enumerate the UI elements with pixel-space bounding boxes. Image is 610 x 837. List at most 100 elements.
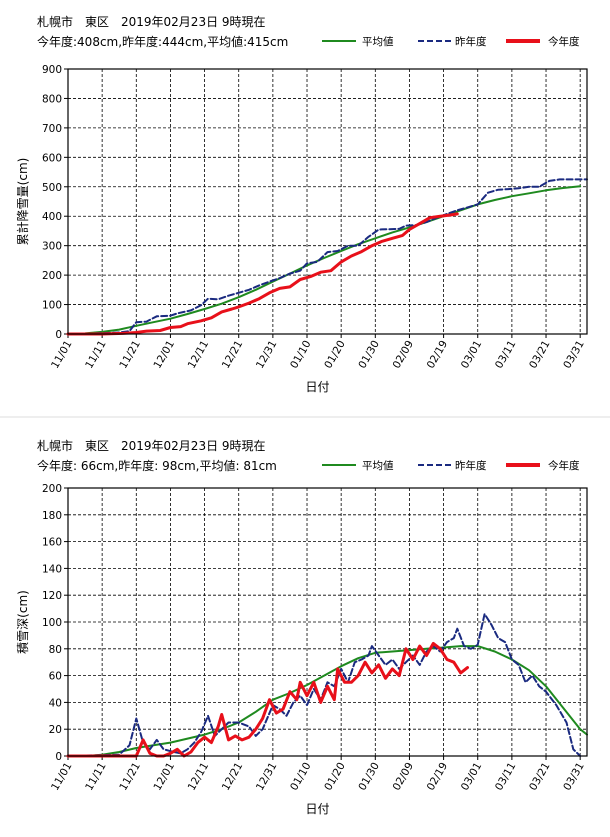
plot-frame xyxy=(67,68,588,335)
x-tick-label: 01/10 xyxy=(288,339,314,371)
grid xyxy=(68,69,587,334)
x-tick-label: 01/20 xyxy=(322,761,348,793)
y-tick-label: 0 xyxy=(55,751,62,763)
y-tick-label: 500 xyxy=(42,182,62,194)
x-tick-label: 12/11 xyxy=(186,339,212,371)
x-tick-label: 11/21 xyxy=(117,339,143,371)
y-tick-label: 600 xyxy=(42,152,62,164)
x-tick: 02/19 xyxy=(425,761,451,793)
x-tick: 12/31 xyxy=(254,761,280,793)
x-tick: 01/10 xyxy=(288,761,314,793)
y-tick-label: 900 xyxy=(42,64,62,76)
cumulative-snowfall-chart: 札幌市 東区 2019年02月23日 9時現在今年度:408cm,昨年度:444… xyxy=(0,14,610,418)
x-tick-label: 11/01 xyxy=(49,761,75,793)
chart-subtitle: 今年度:408cm,昨年度:444cm,平均値:415cm xyxy=(37,34,288,49)
x-tick-label: 12/01 xyxy=(152,761,178,793)
x-tick: 02/19 xyxy=(425,339,451,371)
x-tick-label: 03/31 xyxy=(561,761,587,793)
chart-title: 札幌市 東区 2019年02月23日 9時現在 xyxy=(37,438,266,453)
x-tick: 12/11 xyxy=(186,339,212,371)
x-tick-label: 03/01 xyxy=(459,761,485,793)
series-line-0 xyxy=(67,645,588,757)
x-tick-label: 03/31 xyxy=(561,339,587,371)
legend-label: 今年度 xyxy=(548,35,580,48)
x-tick: 03/01 xyxy=(459,761,485,793)
x-tick-label: 03/01 xyxy=(459,339,485,371)
x-tick-label: 12/01 xyxy=(152,339,178,371)
y-tick-label: 40 xyxy=(49,697,62,709)
x-tick: 01/20 xyxy=(322,339,348,371)
series-line-2 xyxy=(66,641,469,758)
y-axis-title: 累計降雪量(cm) xyxy=(15,158,30,246)
x-tick-label: 02/09 xyxy=(391,761,417,793)
legend: 平均値 昨年度 今年度 xyxy=(322,35,580,48)
y-axis-label: 累計降雪量(cm) xyxy=(15,158,30,246)
x-tick: 11/01 xyxy=(49,339,75,371)
x-tick: 11/01 xyxy=(49,761,75,793)
x-tick: 12/01 xyxy=(152,761,178,793)
chart-subtitle: 今年度: 66cm,昨年度: 98cm,平均値: 81cm xyxy=(37,458,277,473)
x-tick-label: 02/09 xyxy=(391,339,417,371)
x-tick: 11/11 xyxy=(83,339,109,371)
x-tick-label: 12/21 xyxy=(220,761,246,793)
x-tick: 11/21 xyxy=(117,339,143,371)
x-axis-label: 日付 xyxy=(305,802,329,816)
y-tick-label: 180 xyxy=(42,510,62,522)
y-tick-label: 0 xyxy=(55,329,62,341)
x-tick-label: 11/11 xyxy=(83,339,109,371)
y-tick-label: 20 xyxy=(49,724,62,736)
plot-frame xyxy=(67,487,588,757)
x-tick-label: 01/30 xyxy=(356,761,382,793)
x-tick-label: 03/21 xyxy=(527,761,553,793)
x-axis-label: 日付 xyxy=(305,380,329,394)
x-tick-label: 12/31 xyxy=(254,761,280,793)
x-tick: 12/01 xyxy=(152,339,178,371)
x-tick: 02/09 xyxy=(391,761,417,793)
series-line-2 xyxy=(66,212,459,336)
plot-area xyxy=(68,69,587,334)
x-tick: 02/09 xyxy=(391,339,417,371)
y-tick-label: 300 xyxy=(42,241,62,253)
y-tick-label: 140 xyxy=(42,563,62,575)
x-tick: 12/21 xyxy=(220,761,246,793)
x-tick-label: 11/21 xyxy=(117,761,143,793)
y-tick-label: 400 xyxy=(42,211,62,223)
x-tick: 12/31 xyxy=(254,339,280,371)
chart-title: 札幌市 東区 2019年02月23日 9時現在 xyxy=(37,14,266,29)
x-tick-label: 11/11 xyxy=(83,761,109,793)
legend-label: 昨年度 xyxy=(455,35,487,48)
y-tick-label: 700 xyxy=(42,123,62,135)
grid xyxy=(68,488,587,756)
legend-label: 今年度 xyxy=(548,459,580,472)
legend-label: 平均値 xyxy=(362,35,394,48)
y-tick-label: 800 xyxy=(42,93,62,105)
x-tick: 01/30 xyxy=(356,761,382,793)
legend-label: 昨年度 xyxy=(455,459,487,472)
y-tick-label: 100 xyxy=(42,617,62,629)
x-tick-label: 11/01 xyxy=(49,339,75,371)
series-line-1 xyxy=(67,178,588,335)
x-tick: 03/31 xyxy=(561,339,587,371)
y-tick-label: 200 xyxy=(42,270,62,282)
y-tick-label: 120 xyxy=(42,590,62,602)
x-tick-label: 02/19 xyxy=(425,761,451,793)
x-tick: 01/30 xyxy=(356,339,382,371)
x-tick: 11/11 xyxy=(83,761,109,793)
x-tick: 01/10 xyxy=(288,339,314,371)
x-tick-label: 01/30 xyxy=(356,339,382,371)
x-tick: 03/21 xyxy=(527,339,553,371)
series-line-1 xyxy=(67,613,582,757)
x-tick-label: 01/20 xyxy=(322,339,348,371)
x-tick: 03/31 xyxy=(561,761,587,793)
x-tick-label: 12/31 xyxy=(254,339,280,371)
x-tick-label: 02/19 xyxy=(425,339,451,371)
x-tick: 03/21 xyxy=(527,761,553,793)
y-tick-label: 200 xyxy=(42,483,62,495)
x-tick-label: 03/11 xyxy=(493,761,519,793)
x-tick-label: 12/21 xyxy=(220,339,246,371)
y-tick-label: 60 xyxy=(49,671,62,683)
y-tick-label: 100 xyxy=(42,300,62,312)
y-tick-label: 80 xyxy=(49,644,62,656)
